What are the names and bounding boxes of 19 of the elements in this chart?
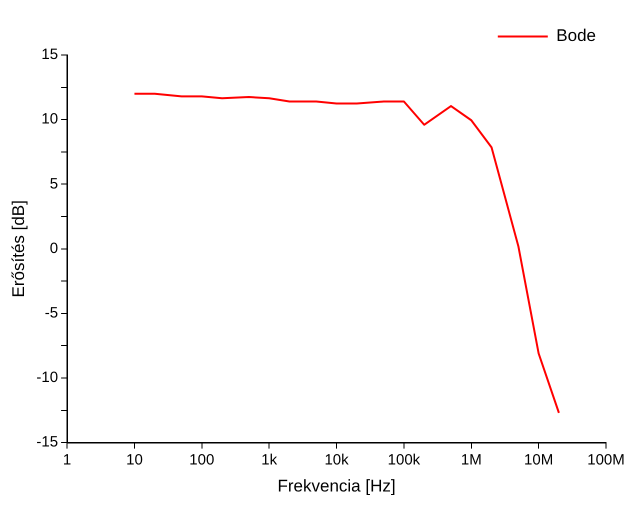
- y-tick-label: 10: [41, 110, 58, 128]
- x-tick-label: 100k: [388, 452, 421, 469]
- x-tick-label: 10: [126, 452, 143, 469]
- x-tick-label: 1M: [460, 452, 482, 469]
- y-axis-title: Erősítés [dB]: [8, 200, 28, 298]
- y-tick-label: 15: [41, 46, 58, 64]
- y-tick-label: -5: [44, 304, 58, 322]
- x-tick-label: 1: [62, 452, 72, 469]
- x-tick-label: 100M: [587, 452, 625, 469]
- y-tick-label: -10: [36, 369, 58, 386]
- x-tick-label: 100: [189, 452, 214, 469]
- x-axis-title: Frekvencia [Hz]: [277, 476, 396, 496]
- y-tick-label: 5: [50, 175, 58, 192]
- legend-label: Bode: [556, 26, 596, 46]
- x-tick-label: 1k: [261, 452, 278, 469]
- x-tick-label: 10k: [324, 452, 350, 469]
- x-tick-label: 10M: [524, 452, 554, 469]
- y-tick-label: 0: [50, 240, 58, 257]
- y-tick-label: -15: [36, 434, 58, 451]
